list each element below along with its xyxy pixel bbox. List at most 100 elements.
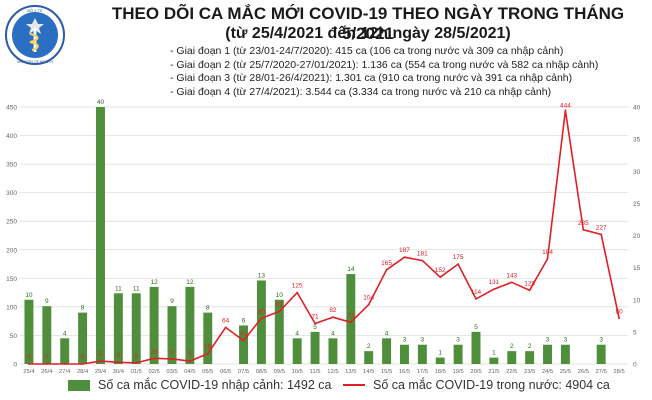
line-point [421,259,424,262]
line-point [618,317,620,320]
y-left-tick-label: 50 [10,333,18,340]
y-right-tick-label: 10 [633,297,641,304]
legend-line-label: Số ca mắc COVID-19 trong nước: 4904 ca [373,378,610,392]
x-tick-label: 25/4 [23,369,35,375]
y-left-tick-label: 200 [6,247,17,254]
bar-value-label: 4 [331,330,335,337]
bar-value-label: 2 [528,343,532,350]
x-tick-label: 04/5 [184,369,195,375]
line-point [45,363,48,365]
y-right-tick-label: 35 [633,137,641,144]
bar-value-label: 1 [492,350,496,357]
bar [185,286,195,364]
bar [149,286,159,364]
line-point [278,310,281,313]
bar-value-label: 14 [347,266,355,273]
line-point [188,360,191,363]
x-tick-label: 18/5 [435,369,446,375]
y-left-tick-label: 450 [6,105,17,112]
line-point [475,297,477,300]
bar-value-label: 12 [151,279,159,286]
bar [364,351,374,364]
y-right-tick-label: 25 [633,201,641,208]
line-value-label: 444 [560,102,571,109]
line-point [296,291,299,294]
x-tick-label: 28/4 [77,369,89,375]
legend-line-swatch [343,384,365,386]
y-right-tick-label: 20 [633,233,641,240]
bar [596,344,606,364]
line-point [546,258,549,260]
bar [525,351,535,364]
bar-value-label: 3 [403,337,407,344]
bar-value-label: 8 [81,305,85,312]
line-point [260,317,263,320]
line-point [582,228,585,231]
bar-value-label: 2 [367,343,371,350]
line-value-label: 129 [524,280,535,287]
x-tick-label: 16/5 [399,369,410,375]
bar-value-label: 11 [115,285,122,292]
bar-value-label: 40 [97,99,105,106]
bar [328,338,338,364]
line-value-label: 175 [453,254,464,261]
line-point [242,339,245,342]
bar [435,357,445,364]
y-left-tick-label: 400 [6,133,17,140]
line-point [528,289,531,292]
x-tick-label: 03/5 [166,369,177,375]
bar [203,312,213,364]
x-tick-label: 27/4 [59,369,71,375]
bar-value-label: 9 [170,298,174,305]
x-tick-label: 24/5 [542,369,553,375]
x-tick-label: 21/5 [488,369,499,375]
bar [453,344,463,364]
bar [382,338,392,364]
bar [24,299,34,364]
bar [346,274,356,364]
line-point [314,322,316,325]
bar-value-label: 13 [258,272,266,279]
line-value-label: 131 [488,279,499,286]
line-value-label: 143 [506,272,517,279]
line-point [99,360,102,363]
line-value-label: 73 [347,312,355,319]
bar [96,107,105,364]
line-value-label: 5 [188,351,192,358]
line-value-label: 0 [45,354,49,361]
line-point [510,281,513,284]
x-tick-label: 13/5 [345,369,356,375]
bar-value-label: 3 [456,337,460,344]
line-point [349,321,352,324]
line-point [332,316,334,319]
x-tick-label: 26/4 [41,369,53,375]
line-series-domestic [28,109,620,365]
x-tick-label: 29/4 [95,369,107,375]
bar [489,357,499,364]
line-point [28,363,30,365]
line-value-label: 64 [222,317,230,324]
bar-value-label: 8 [206,305,210,312]
line-value-label: 235 [578,220,589,227]
phase-item: Giai đoạn 4 (từ 27/4/2021): 3.544 ca (3.… [170,86,598,100]
bar [42,306,52,364]
y-left-tick-label: 300 [6,190,17,197]
line-value-label: 71 [311,313,319,320]
y-right-tick-label: 40 [633,105,641,112]
line-point [367,303,370,306]
line-value-label: 165 [381,260,392,267]
line-value-label: 227 [596,224,607,231]
bar [239,325,248,364]
bar [507,351,517,364]
svg-text:MINISTRY OF HEALTH: MINISTRY OF HEALTH [17,60,53,64]
bar [78,312,88,364]
y-right-tick-label: 5 [633,329,637,336]
bar [471,331,481,364]
x-tick-label: 27/5 [596,369,607,375]
x-tick-label: 19/5 [452,369,463,375]
x-tick-label: 30/4 [113,369,125,375]
phase-item: Giai đoạn 3 (từ 28/01-26/4/2021): 1.301 … [170,72,598,86]
bar-value-label: 10 [276,292,284,299]
line-value-label: 18 [204,344,212,351]
